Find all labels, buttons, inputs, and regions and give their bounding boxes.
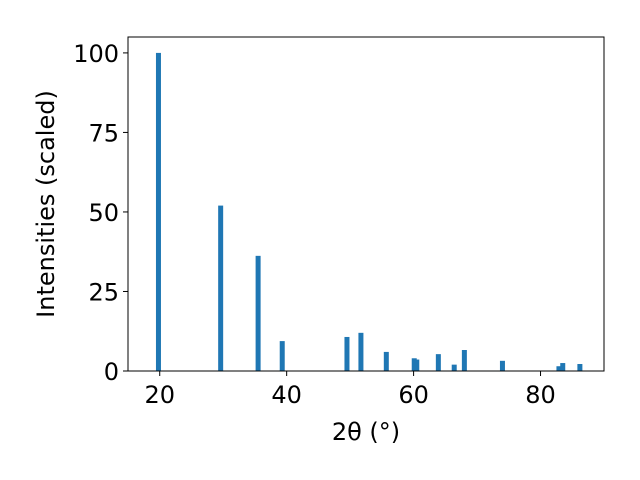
bar xyxy=(344,336,350,371)
bar xyxy=(499,360,505,371)
x-axis-label: 2θ (°) xyxy=(332,418,400,446)
bar xyxy=(435,354,441,371)
bar xyxy=(255,255,261,371)
bar xyxy=(414,359,420,371)
x-tick-label: 20 xyxy=(144,381,175,409)
x-tick-label: 80 xyxy=(525,381,556,409)
y-axis-label: Intensities (scaled) xyxy=(32,90,60,318)
bar xyxy=(383,351,389,371)
bar xyxy=(279,341,285,371)
bar xyxy=(155,52,161,372)
y-tick-label: 50 xyxy=(88,199,119,227)
x-tick-label: 60 xyxy=(398,381,429,409)
bar xyxy=(556,366,562,371)
bar xyxy=(451,364,457,371)
bar xyxy=(218,205,224,371)
y-tick-label: 75 xyxy=(88,119,119,147)
y-tick-label: 0 xyxy=(104,358,119,386)
plot-frame xyxy=(127,36,605,372)
bar xyxy=(560,363,566,371)
bar xyxy=(358,332,364,371)
bar xyxy=(461,350,467,371)
y-tick-label: 25 xyxy=(88,278,119,306)
x-tick-label: 40 xyxy=(271,381,302,409)
bar xyxy=(411,358,417,371)
bar xyxy=(577,364,583,371)
y-tick-label: 100 xyxy=(73,40,119,68)
